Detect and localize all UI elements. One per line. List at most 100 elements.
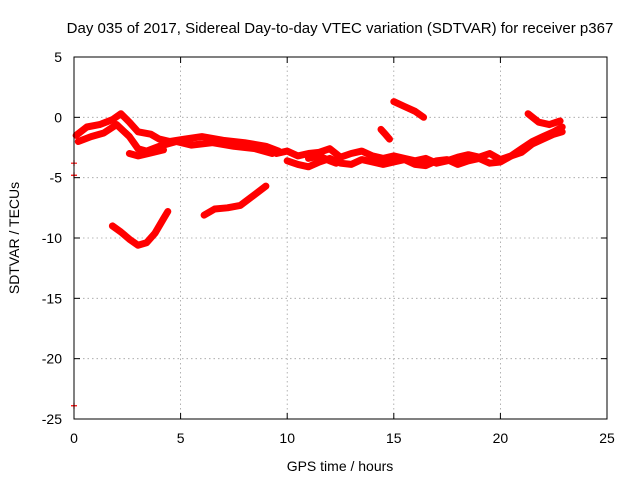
data-point (412, 161, 419, 168)
data-point (294, 161, 301, 168)
data-point (126, 150, 133, 157)
series-track (390, 98, 428, 121)
data-point (401, 103, 408, 110)
data-point (126, 236, 133, 243)
data-point (134, 145, 141, 152)
y-tick-labels: -25 -20 -15 -10 -5 0 5 (42, 49, 62, 427)
x-tick-label: 15 (386, 430, 402, 446)
data-point (284, 148, 291, 155)
y-tick-label: -20 (42, 351, 62, 367)
series-line (125, 146, 167, 160)
data-point (497, 158, 504, 165)
x-tick-label: 20 (493, 430, 509, 446)
data-point (316, 152, 323, 159)
data-point (454, 161, 461, 168)
y-tick-label: -5 (50, 170, 63, 186)
data-point (96, 121, 103, 128)
chart-title: Day 035 of 2017, Sidereal Day-to-day VTE… (67, 20, 614, 37)
data-point (422, 155, 429, 162)
x-tick-labels: 0 5 10 15 20 25 (70, 430, 615, 446)
data-point (557, 117, 564, 124)
data-point (88, 133, 95, 140)
x-tick-label: 25 (599, 430, 615, 446)
data-point (305, 155, 312, 162)
data-point (390, 152, 397, 159)
data-point (348, 150, 355, 157)
data-point (160, 146, 167, 153)
data-point (326, 145, 333, 152)
series-line (72, 110, 283, 155)
data-point (540, 136, 547, 143)
data-point (476, 155, 483, 162)
data-point (188, 142, 195, 149)
axis-ticks (73, 56, 608, 420)
data-point (160, 215, 167, 222)
data-point (305, 163, 312, 170)
data-point (465, 157, 472, 164)
data-point (224, 204, 231, 211)
data-point (262, 183, 269, 190)
data-point (198, 133, 205, 140)
data-point (134, 242, 141, 249)
data-point (444, 156, 451, 163)
series-line (390, 98, 428, 121)
data-point (201, 212, 208, 219)
data-point (316, 158, 323, 165)
data-point (173, 138, 180, 145)
data-point (333, 160, 340, 167)
data-point (109, 222, 116, 229)
data-point (156, 136, 163, 143)
data-point (386, 136, 393, 143)
data-point (284, 157, 291, 164)
data-point (164, 208, 171, 215)
x-tick-label: 0 (70, 430, 78, 446)
data-point (486, 160, 493, 167)
series-track (377, 125, 393, 143)
series-track (108, 208, 172, 249)
series-track (125, 146, 167, 160)
series-line (305, 152, 340, 167)
data-point (433, 157, 440, 164)
data-point (100, 130, 107, 137)
data-point (147, 131, 154, 138)
data-point (546, 121, 553, 128)
series-line (200, 182, 270, 219)
data-point (152, 230, 159, 237)
series-track (524, 110, 564, 129)
series-line (74, 121, 276, 157)
data-point (420, 114, 427, 121)
data-point (209, 139, 216, 146)
data-point (422, 162, 429, 169)
data-point (211, 206, 218, 213)
data-point (358, 156, 365, 163)
data-point (326, 157, 333, 164)
x-tick-label: 5 (177, 430, 185, 446)
x-tick-label: 10 (279, 430, 295, 446)
data-point (369, 158, 376, 165)
data-point (126, 119, 133, 126)
data-point (559, 128, 566, 135)
data-point (378, 126, 385, 133)
data-point (230, 143, 237, 150)
data-point (337, 154, 344, 161)
data-point (348, 161, 355, 168)
data-point (117, 110, 124, 117)
series-track (305, 152, 340, 167)
y-tick-label: 5 (54, 49, 62, 65)
data-point (380, 155, 387, 162)
y-tick-label: 0 (54, 109, 62, 125)
data-point (380, 161, 387, 168)
data-series (71, 98, 566, 409)
data-point (126, 133, 133, 140)
data-point (117, 228, 124, 235)
y-tick-label: -25 (42, 411, 62, 427)
x-axis-label: GPS time / hours (287, 458, 394, 474)
data-point (134, 152, 141, 159)
data-point (143, 239, 150, 246)
data-point (273, 150, 280, 157)
data-point (250, 192, 257, 199)
data-point (237, 202, 244, 209)
data-point (550, 131, 557, 138)
data-point (109, 116, 116, 123)
